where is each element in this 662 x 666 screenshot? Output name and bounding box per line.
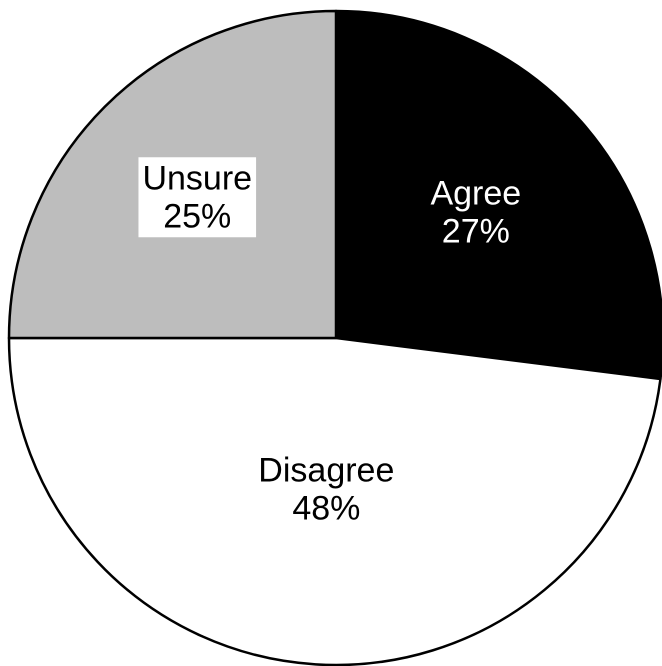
value-label: 27% — [442, 213, 510, 251]
pie-slice — [7, 336, 662, 666]
category-label: Unsure — [142, 159, 252, 197]
label-background — [138, 157, 257, 238]
value-label: 25% — [163, 197, 231, 235]
category-label: Disagree — [258, 451, 394, 489]
value-label: 48% — [292, 489, 360, 527]
pie-slice — [334, 9, 662, 381]
category-label: Agree — [430, 175, 521, 213]
